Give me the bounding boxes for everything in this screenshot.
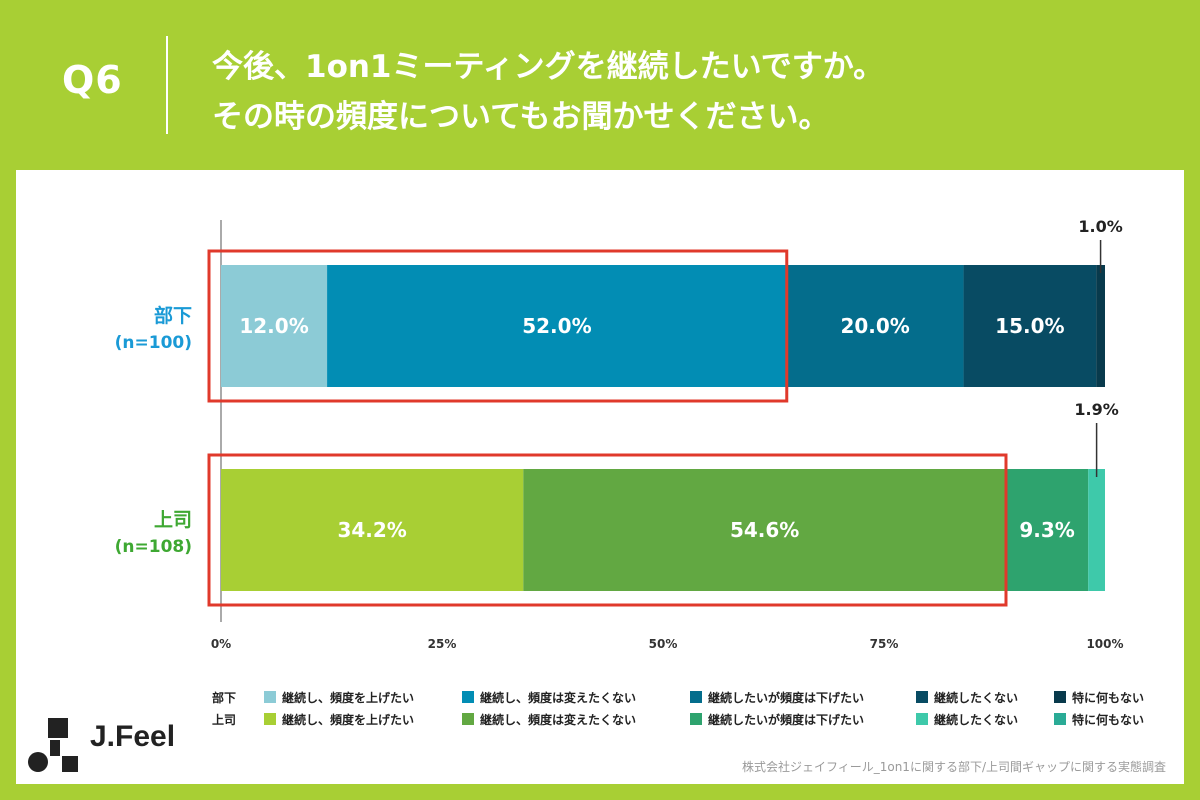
bar-segment bbox=[221, 469, 524, 591]
question-line-1: 今後、1on1ミーティングを継続したいですか。 bbox=[212, 49, 885, 85]
legend-swatch bbox=[916, 691, 928, 703]
legend-swatch bbox=[916, 713, 928, 725]
question-text: 今後、1on1ミーティングを継続したいですか。 その時の頻度についてもお聞かせく… bbox=[212, 42, 884, 142]
legend-item: 継続したいが頻度は下げたい bbox=[690, 711, 916, 728]
data-label: 1.0% bbox=[1078, 217, 1122, 236]
brand-logo: J.Feel bbox=[26, 716, 196, 776]
sample-size-label: (n=108) bbox=[115, 537, 192, 557]
data-label: 15.0% bbox=[995, 314, 1064, 338]
sample-size-label: (n=100) bbox=[115, 333, 192, 353]
x-tick-label: 25% bbox=[428, 637, 457, 651]
legend-item: 特に何もない bbox=[1054, 711, 1164, 728]
legend-row-manager: 上司 継続し、頻度を上げたい 継続し、頻度は変えたくない 継続したいが頻度は下げ… bbox=[212, 708, 1172, 730]
bar-segment bbox=[1096, 265, 1105, 387]
bar-segment bbox=[523, 469, 1006, 591]
bar-segment bbox=[963, 265, 1097, 387]
legend-label: 継続したいが頻度は下げたい bbox=[708, 712, 865, 727]
legend-group-label: 上司 bbox=[212, 712, 237, 727]
bar-segment bbox=[1005, 469, 1089, 591]
legend-label: 継続したいが頻度は下げたい bbox=[708, 690, 865, 705]
legend: 部下 継続し、頻度を上げたい 継続し、頻度は変えたくない 継続したいが頻度は下げ… bbox=[212, 686, 1172, 730]
question-number: Q6 bbox=[62, 58, 123, 102]
legend-label: 継続し、頻度は変えたくない bbox=[480, 690, 637, 705]
legend-label: 特に何もない bbox=[1072, 690, 1145, 705]
legend-label: 継続し、頻度は変えたくない bbox=[480, 712, 637, 727]
legend-label: 継続し、頻度を上げたい bbox=[282, 712, 415, 727]
legend-swatch bbox=[462, 713, 474, 725]
legend-item: 継続したくない bbox=[916, 689, 1054, 706]
legend-label: 継続し、頻度を上げたい bbox=[282, 690, 415, 705]
chart-panel: 0% 25% 50% 75% 100% 部下 (n=100) 12.0% 52.0% 20.0% 1… bbox=[16, 170, 1184, 784]
legend-swatch bbox=[264, 713, 276, 725]
legend-item: 継続し、頻度を上げたい bbox=[264, 711, 462, 728]
data-label: 12.0% bbox=[239, 314, 308, 338]
data-label: 20.0% bbox=[840, 314, 909, 338]
legend-swatch bbox=[1054, 713, 1066, 725]
question-line-2: その時の頻度についてもお聞かせください。 bbox=[212, 99, 830, 135]
legend-item: 継続したいが頻度は下げたい bbox=[690, 689, 916, 706]
header: Q6 今後、1on1ミーティングを継続したいですか。 その時の頻度についてもお聞… bbox=[0, 0, 1200, 170]
logo-mark-icon bbox=[28, 718, 78, 772]
highlight-box bbox=[207, 249, 789, 403]
data-label: 52.0% bbox=[522, 314, 591, 338]
legend-swatch bbox=[690, 713, 702, 725]
x-tick-label: 75% bbox=[870, 637, 899, 651]
legend-item: 継続し、頻度を上げたい bbox=[264, 689, 462, 706]
bar-segment bbox=[1088, 469, 1105, 591]
x-tick-label: 0% bbox=[211, 637, 231, 651]
data-label: 9.3% bbox=[1019, 518, 1074, 542]
legend-group-label: 部下 bbox=[212, 690, 237, 705]
legend-swatch bbox=[264, 691, 276, 703]
category-label: 部下 bbox=[154, 304, 192, 327]
x-tick-label: 100% bbox=[1086, 637, 1123, 651]
logo-text: J.Feel bbox=[90, 720, 176, 753]
data-label: 1.9% bbox=[1074, 400, 1118, 419]
legend-label: 特に何もない bbox=[1072, 712, 1145, 727]
legend-item: 継続し、頻度は変えたくない bbox=[462, 689, 690, 706]
category-label: 上司 bbox=[154, 509, 192, 531]
source-note: 株式会社ジェイフィール_1on1に関する部下/上司間ギャップに関する実態調査 bbox=[741, 760, 1166, 774]
bar-segment bbox=[327, 265, 787, 387]
header-divider bbox=[166, 36, 168, 134]
legend-swatch bbox=[1054, 691, 1066, 703]
legend-row-subordinate: 部下 継続し、頻度を上げたい 継続し、頻度は変えたくない 継続したいが頻度は下げ… bbox=[212, 686, 1172, 708]
legend-swatch bbox=[690, 691, 702, 703]
data-label: 54.6% bbox=[730, 518, 799, 542]
legend-item: 継続し、頻度は変えたくない bbox=[462, 711, 690, 728]
stacked-bar-chart: 0% 25% 50% 75% 100% 部下 (n=100) 12.0% 52.0% 20.0% 1… bbox=[115, 217, 1124, 651]
legend-item: 継続したくない bbox=[916, 711, 1054, 728]
x-tick-label: 50% bbox=[649, 637, 678, 651]
legend-label: 継続したくない bbox=[934, 712, 1019, 727]
bar-segment bbox=[221, 265, 328, 387]
legend-label: 継続したくない bbox=[934, 690, 1019, 705]
legend-swatch bbox=[462, 691, 474, 703]
bar-segment bbox=[786, 265, 964, 387]
data-label: 34.2% bbox=[337, 518, 406, 542]
highlight-box bbox=[207, 453, 1008, 607]
legend-item: 特に何もない bbox=[1054, 689, 1164, 706]
